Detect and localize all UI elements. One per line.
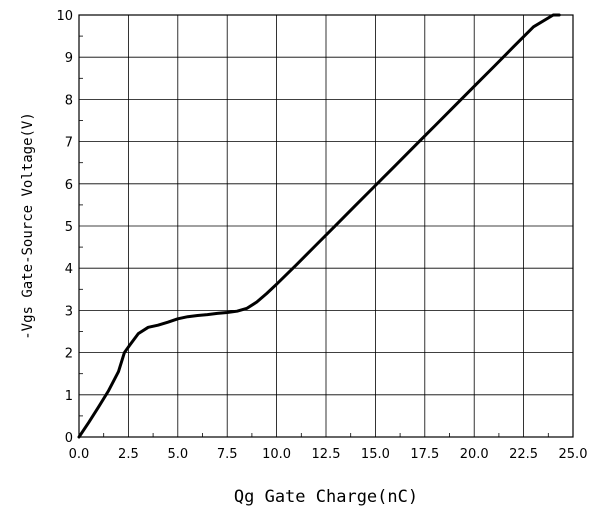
y-tick-label: 4 bbox=[65, 262, 73, 277]
y-tick-label: 0 bbox=[65, 431, 73, 446]
y-tick-label: 2 bbox=[65, 347, 73, 362]
series-line-0 bbox=[77, 13, 561, 439]
y-tick-label: 6 bbox=[65, 178, 73, 193]
x-tick-label: 25.0 bbox=[559, 447, 588, 462]
y-tick-label: 1 bbox=[65, 389, 73, 404]
x-tick-label: 20.0 bbox=[460, 447, 489, 462]
x-tick-label: 7.5 bbox=[217, 447, 238, 462]
x-tick-label: 15.0 bbox=[361, 447, 390, 462]
x-tick-label: 10.0 bbox=[262, 447, 291, 462]
x-tick-label: 2.5 bbox=[118, 447, 139, 462]
y-tick-label: 3 bbox=[65, 304, 73, 319]
x-tick-labels: 0.0 2.5 5.0 7.5 10.0 12.5 15.0 17.5 20.0 22.5 25.0 bbox=[69, 447, 588, 462]
x-tick-label: 12.5 bbox=[312, 447, 341, 462]
series-layer bbox=[77, 13, 561, 439]
x-axis-title: Qg Gate Charge(nC) bbox=[234, 487, 418, 507]
plot-frame bbox=[78, 14, 574, 438]
minor-ticks bbox=[79, 35, 549, 437]
y-axis-title: -Vgs Gate-Source Voltage(V) bbox=[20, 112, 36, 340]
y-tick-label: 5 bbox=[65, 220, 73, 235]
x-tick-label: 22.5 bbox=[509, 447, 538, 462]
y-tick-labels: 0 1 2 3 4 5 6 7 8 9 10 bbox=[56, 9, 73, 446]
x-tick-label: 17.5 bbox=[410, 447, 439, 462]
y-tick-label: 7 bbox=[65, 136, 73, 151]
x-tick-label: 5.0 bbox=[167, 447, 188, 462]
y-tick-label: 9 bbox=[65, 51, 73, 66]
x-tick-label: 0.0 bbox=[69, 447, 90, 462]
y-tick-label: 8 bbox=[65, 93, 73, 108]
y-tick-label: 10 bbox=[56, 9, 73, 24]
